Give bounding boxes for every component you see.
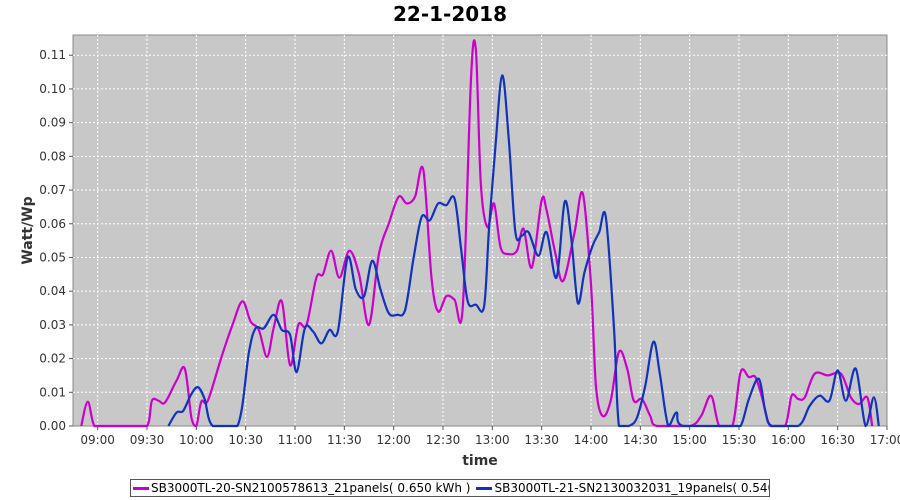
x-tick-label: 14:30 <box>623 433 658 447</box>
x-tick-label: 10:30 <box>228 433 263 447</box>
legend-swatch-2 <box>476 486 493 490</box>
y-tick-label: 0.10 <box>39 82 66 96</box>
y-tick-label: 0.07 <box>39 183 66 197</box>
y-tick-label: 0.03 <box>39 318 66 332</box>
x-axis-label: time <box>462 453 498 469</box>
y-tick-label: 0.00 <box>39 419 66 433</box>
chart-title: 22-1-2018 <box>392 2 507 26</box>
x-tick-label: 11:30 <box>327 433 362 447</box>
legend-item-series-2[interactable]: SB3000TL-21-SN2130032031_19panels( 0.540… <box>476 481 769 495</box>
x-tick-label: 09:30 <box>130 433 165 447</box>
plot-background <box>72 34 888 427</box>
x-tick-label: 13:00 <box>475 433 510 447</box>
y-tick-label: 0.01 <box>39 385 66 399</box>
legend-label-1: SB3000TL-20-SN2100578613_21panels( 0.650… <box>151 481 471 495</box>
y-tick-label: 0.02 <box>39 352 66 366</box>
legend: SB3000TL-20-SN2100578613_21panels( 0.650… <box>130 479 770 497</box>
y-tick-label: 0.04 <box>39 284 66 298</box>
series-line-2 <box>167 74 880 428</box>
legend-label-2: SB3000TL-21-SN2130032031_19panels( 0.540… <box>494 481 769 495</box>
legend-item-series-1[interactable]: SB3000TL-20-SN2100578613_21panels( 0.650… <box>133 481 470 495</box>
x-tick-label: 15:30 <box>722 433 757 447</box>
y-tick-label: 0.11 <box>39 48 66 62</box>
x-tick-label: 14:00 <box>574 433 609 447</box>
x-tick-label: 12:30 <box>426 433 461 447</box>
y-tick-label: 0.09 <box>39 116 66 130</box>
x-tick-label: 16:00 <box>771 433 806 447</box>
x-tick-label: 15:00 <box>672 433 707 447</box>
x-tick-label: 13:30 <box>524 433 559 447</box>
legend-swatch-1 <box>133 486 149 490</box>
x-tick-label: 16:30 <box>820 433 855 447</box>
y-tick-label: 0.05 <box>39 250 66 264</box>
x-tick-label: 17:00 <box>870 433 900 447</box>
y-tick-label: 0.08 <box>39 149 66 163</box>
x-tick-label: 11:00 <box>278 433 313 447</box>
x-tick-label: 09:00 <box>80 433 115 447</box>
y-tick-label: 0.06 <box>39 217 66 231</box>
series-line-1 <box>80 39 874 428</box>
y-axis-label: Watt/Wp <box>20 196 36 264</box>
x-tick-label: 10:00 <box>179 433 214 447</box>
x-tick-label: 12:00 <box>376 433 411 447</box>
